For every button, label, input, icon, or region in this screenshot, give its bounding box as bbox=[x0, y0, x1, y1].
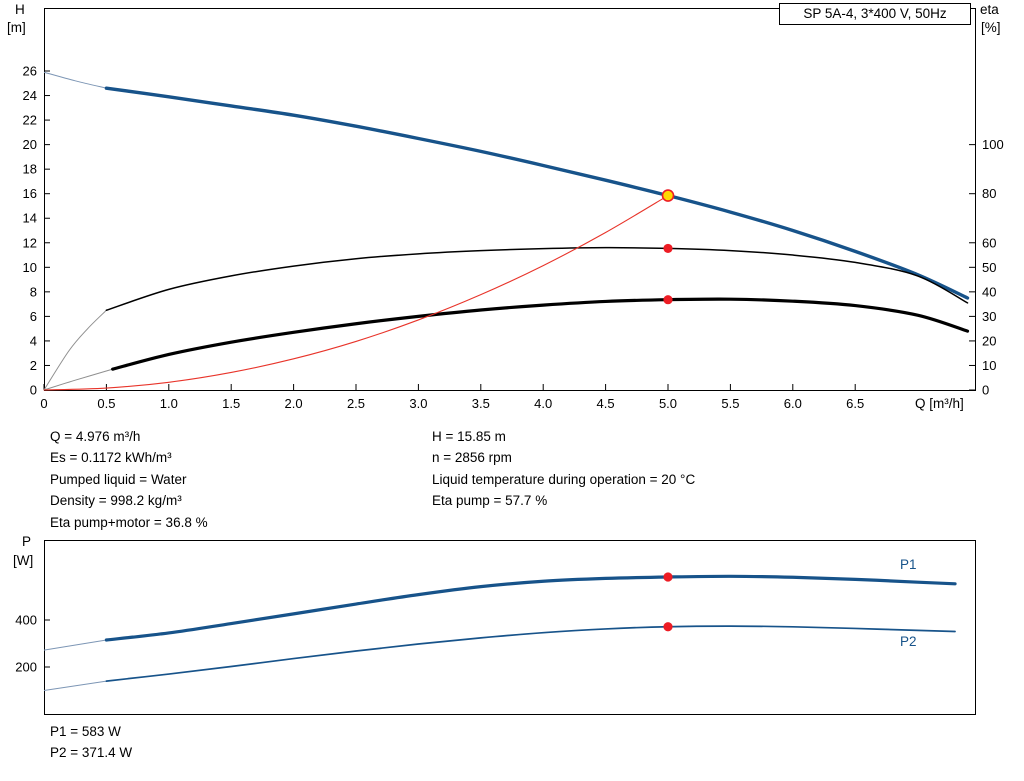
duty-point-marker bbox=[661, 189, 675, 202]
right-tick-label: 50 bbox=[982, 260, 996, 275]
x-tick-label: 6.5 bbox=[846, 396, 864, 411]
x-tick-label: 5.0 bbox=[659, 396, 677, 411]
eta-axis-label: eta bbox=[980, 2, 999, 17]
right-tick-label: 30 bbox=[982, 309, 996, 324]
eta-axis-unit-label: [%] bbox=[981, 20, 1001, 35]
p-axis-unit-label: [W] bbox=[13, 553, 34, 568]
left-tick-label: 4 bbox=[30, 333, 37, 348]
chart-0: 0 0.5 1.0 1.5 2.0 2.5 3.0 3.5 4.0 4.5 5.0 5.5 6.0 6.5… bbox=[23, 8, 1004, 411]
left-tick-label: 200 bbox=[15, 660, 37, 675]
left-tick-label: 400 bbox=[15, 613, 37, 628]
right-tick-label: 10 bbox=[982, 358, 996, 373]
x-tick-label: 3.0 bbox=[409, 396, 427, 411]
power-results: P1 = 583 W P2 = 371.4 W bbox=[50, 721, 132, 764]
x-tick-label: 4.5 bbox=[597, 396, 615, 411]
pump-head-curve bbox=[104, 86, 970, 300]
operating-point-dot bbox=[663, 572, 673, 582]
x-tick-label: 0.5 bbox=[97, 396, 115, 411]
h-axis-unit-label: [m] bbox=[7, 20, 26, 35]
left-tick-label: 20 bbox=[23, 137, 37, 152]
duty-system-curve bbox=[43, 194, 669, 391]
p1-curve-label: P1 bbox=[900, 557, 917, 572]
left-tick-label: 24 bbox=[23, 88, 37, 103]
left-tick-label: 26 bbox=[23, 64, 37, 79]
plot-border bbox=[44, 8, 976, 391]
eta-pump-motor-curve-lead-in bbox=[43, 368, 113, 391]
left-tick-label: 14 bbox=[23, 211, 37, 226]
left-tick-label: 22 bbox=[23, 113, 37, 128]
x-tick-label: 5.5 bbox=[721, 396, 739, 411]
eta-pump-curve bbox=[105, 246, 969, 312]
right-tick-label: 0 bbox=[982, 383, 989, 398]
x-tick-label: 1.0 bbox=[160, 396, 178, 411]
p2-curve-label: P2 bbox=[900, 634, 917, 649]
left-tick-label: 18 bbox=[23, 162, 37, 177]
result-p2: P2 = 371.4 W bbox=[50, 745, 133, 761]
right-tick-label: 60 bbox=[982, 235, 996, 250]
x-tick-label: 2.0 bbox=[285, 396, 303, 411]
operating-point-dot bbox=[663, 295, 673, 305]
p-axis-label: P bbox=[22, 534, 32, 549]
result-pumped-liquid: Pumped liquid = Water bbox=[50, 471, 187, 487]
result-flow: Q = 4.976 m³/h bbox=[50, 429, 141, 444]
x-tick-label: 4.0 bbox=[534, 396, 552, 411]
result-specific-energy: Es = 0.1172 kWh/m³ bbox=[50, 450, 172, 466]
left-tick-label: 8 bbox=[30, 284, 37, 299]
right-tick-label: 40 bbox=[982, 284, 996, 299]
x-tick-label: 6.0 bbox=[784, 396, 802, 411]
chart-1: 400 200 bbox=[15, 540, 976, 715]
left-tick-label: 2 bbox=[30, 358, 37, 373]
result-p1: P1 = 583 W bbox=[50, 724, 121, 739]
h-axis-label: H bbox=[15, 2, 25, 17]
result-eta-pump: Eta pump = 57.7 % bbox=[432, 493, 548, 509]
left-tick-label: 6 bbox=[30, 309, 37, 324]
result-head: H = 15.85 m bbox=[432, 429, 506, 444]
right-tick-label: 80 bbox=[982, 186, 996, 201]
left-tick-label: 16 bbox=[23, 186, 37, 201]
x-tick-label: 0 bbox=[40, 396, 47, 411]
left-tick-label: 0 bbox=[30, 383, 37, 398]
right-tick-label: 20 bbox=[982, 333, 996, 348]
operating-point-dot bbox=[663, 622, 673, 632]
eta-pump-motor-curve bbox=[111, 297, 970, 371]
result-liquid-temperature: Liquid temperature during operation = 20… bbox=[432, 471, 696, 487]
operating-point-dot bbox=[663, 243, 673, 254]
p1-power-curve-lead-in bbox=[43, 639, 107, 651]
results-column-left: Q = 4.976 m³/h Es = 0.1172 kWh/m³ Pumped… bbox=[50, 426, 208, 533]
eta-pump-curve-lead-in bbox=[43, 309, 107, 391]
q-axis-label: Q [m³/h] bbox=[915, 396, 964, 411]
p2-power-curve-lead-in bbox=[43, 680, 107, 691]
plot-border bbox=[44, 540, 976, 715]
left-tick-label: 12 bbox=[23, 235, 37, 250]
results-column-right: H = 15.85 m n = 2856 rpm Liquid temperat… bbox=[432, 426, 695, 512]
result-speed: n = 2856 rpm bbox=[432, 450, 512, 466]
left-tick-label: 10 bbox=[23, 260, 37, 275]
right-tick-label: 100 bbox=[982, 137, 1004, 152]
result-density: Density = 998.2 kg/m³ bbox=[50, 493, 182, 509]
x-tick-label: 1.5 bbox=[222, 396, 240, 411]
pump-title-box: SP 5A-4, 3*400 V, 50Hz bbox=[779, 3, 971, 25]
x-tick-label: 3.5 bbox=[472, 396, 490, 411]
pump-head-curve-lead-in bbox=[43, 71, 107, 89]
p1-power-curve bbox=[104, 574, 957, 642]
result-eta-pump-motor: Eta pump+motor = 36.8 % bbox=[50, 514, 208, 530]
p2-power-curve bbox=[105, 625, 956, 682]
x-tick-label: 2.5 bbox=[347, 396, 365, 411]
